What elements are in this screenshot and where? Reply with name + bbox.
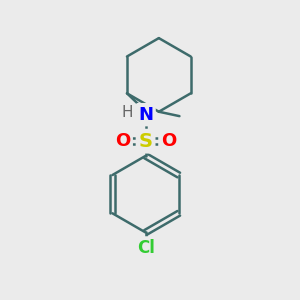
Text: S: S (139, 132, 153, 151)
Text: N: N (138, 106, 153, 124)
Text: O: O (161, 132, 176, 150)
Text: Cl: Cl (136, 239, 154, 257)
Text: H: H (122, 105, 133, 120)
Text: O: O (115, 132, 130, 150)
